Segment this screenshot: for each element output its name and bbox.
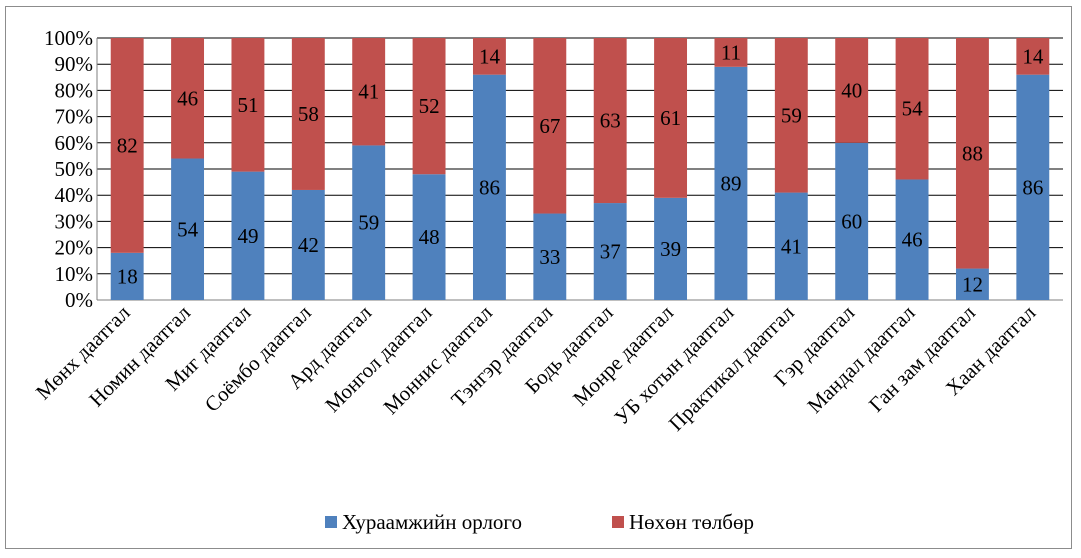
bar-segment-series-1 bbox=[231, 171, 265, 300]
bar-segment-series-1 bbox=[171, 158, 205, 300]
data-label: 39 bbox=[660, 237, 681, 261]
bar-segment-series-2 bbox=[110, 38, 144, 253]
data-label: 46 bbox=[902, 228, 923, 252]
bar-segment-series-1 bbox=[835, 142, 869, 300]
bar-segment-series-1 bbox=[352, 145, 386, 300]
legend-label-series-1: Хураамжийн орлого bbox=[342, 510, 522, 534]
data-label: 86 bbox=[479, 175, 500, 199]
y-tick-label: 10% bbox=[55, 262, 94, 286]
bar-segment-series-1 bbox=[955, 268, 989, 300]
bar-segment-series-2 bbox=[412, 38, 446, 175]
bar-segment-series-2 bbox=[895, 38, 929, 180]
bar-segment-series-2 bbox=[654, 38, 688, 198]
x-category-label: Мандал даатгал bbox=[802, 301, 919, 418]
bar-segment-series-1 bbox=[291, 189, 325, 300]
bar-segment-series-2 bbox=[352, 38, 386, 146]
data-label: 12 bbox=[962, 272, 983, 296]
bar-segment-series-1 bbox=[895, 179, 929, 300]
x-category-label: Монгол даатгал bbox=[320, 301, 436, 417]
y-tick-label: 50% bbox=[55, 157, 94, 181]
y-tick-label: 30% bbox=[55, 209, 94, 233]
data-label: 52 bbox=[419, 94, 440, 118]
data-label: 61 bbox=[660, 106, 681, 130]
legend-swatch-series-2 bbox=[612, 516, 624, 528]
data-label: 33 bbox=[539, 245, 560, 269]
data-label: 42 bbox=[298, 233, 319, 257]
bar-segment-series-2 bbox=[1016, 38, 1050, 75]
y-tick-label: 80% bbox=[55, 78, 94, 102]
data-label: 54 bbox=[177, 217, 199, 241]
x-category-label: Моннис даатгал bbox=[379, 301, 497, 419]
x-category-label: Ган зам даатгал bbox=[864, 301, 980, 417]
legend-swatch-series-1 bbox=[325, 516, 337, 528]
data-label: 67 bbox=[539, 114, 560, 138]
data-labels: 18 82 54 46 49 51 42 58 59 41 48 52 86 14 33 67 37 63 39 61… bbox=[117, 40, 1044, 296]
legend-label-series-2: Нөхөн төлбөр bbox=[629, 510, 754, 534]
bar-segment-series-2 bbox=[714, 38, 748, 67]
y-tick-label: 20% bbox=[55, 236, 94, 260]
data-label: 86 bbox=[1022, 175, 1043, 199]
data-label: 40 bbox=[841, 78, 862, 102]
data-label: 37 bbox=[600, 240, 621, 264]
y-tick-label: 90% bbox=[55, 52, 94, 76]
bar-segment-series-1 bbox=[593, 203, 627, 300]
bars bbox=[110, 38, 1050, 301]
bar-segment-series-1 bbox=[1016, 74, 1050, 301]
data-label: 89 bbox=[720, 171, 741, 195]
data-label: 41 bbox=[781, 234, 802, 258]
data-label: 14 bbox=[1022, 44, 1044, 68]
bar-segment-series-1 bbox=[714, 66, 748, 300]
data-label: 59 bbox=[358, 211, 379, 235]
x-category-label: Соёмбо даатгал bbox=[200, 301, 316, 417]
bar-segment-series-1 bbox=[774, 192, 808, 300]
data-label: 11 bbox=[721, 40, 741, 64]
bar-segment-series-1 bbox=[412, 174, 446, 300]
data-label: 49 bbox=[237, 224, 258, 248]
data-label: 63 bbox=[600, 109, 621, 133]
bar-segment-series-2 bbox=[231, 38, 265, 172]
y-axis-ticks: 0%10%20% 30%40%50%60%70% 80%90%100% bbox=[44, 26, 93, 312]
data-label: 18 bbox=[117, 264, 138, 288]
bar-segment-series-2 bbox=[593, 38, 627, 204]
data-label: 51 bbox=[237, 93, 258, 117]
bar-segment-series-1 bbox=[533, 213, 567, 300]
y-tick-label: 40% bbox=[55, 183, 94, 207]
bar-segment-series-2 bbox=[291, 38, 325, 190]
bar-segment-series-2 bbox=[774, 38, 808, 193]
bar-segment-series-2 bbox=[472, 38, 506, 75]
y-tick-label: 70% bbox=[55, 105, 94, 129]
data-label: 41 bbox=[358, 80, 379, 104]
bar-segment-series-2 bbox=[533, 38, 567, 214]
data-label: 60 bbox=[841, 209, 862, 233]
y-tick-label: 100% bbox=[44, 26, 93, 50]
bar-segment-series-1 bbox=[654, 197, 688, 300]
bar-segment-series-2 bbox=[171, 38, 205, 159]
y-tick-label: 60% bbox=[55, 131, 94, 155]
data-label: 54 bbox=[902, 97, 924, 121]
data-label: 82 bbox=[117, 133, 138, 157]
bar-segment-series-1 bbox=[472, 74, 506, 301]
data-label: 59 bbox=[781, 103, 802, 127]
y-tick-label: 0% bbox=[65, 288, 93, 312]
data-label: 58 bbox=[298, 102, 319, 126]
data-label: 46 bbox=[177, 86, 198, 110]
legend: Хураамжийн орлого Нөхөн төлбөр bbox=[325, 510, 754, 534]
data-label: 14 bbox=[479, 44, 501, 68]
bar-segment-series-2 bbox=[955, 38, 989, 269]
data-label: 88 bbox=[962, 141, 983, 165]
bar-segment-series-1 bbox=[110, 252, 144, 300]
data-label: 48 bbox=[419, 225, 440, 249]
bar-segment-series-2 bbox=[835, 38, 869, 143]
